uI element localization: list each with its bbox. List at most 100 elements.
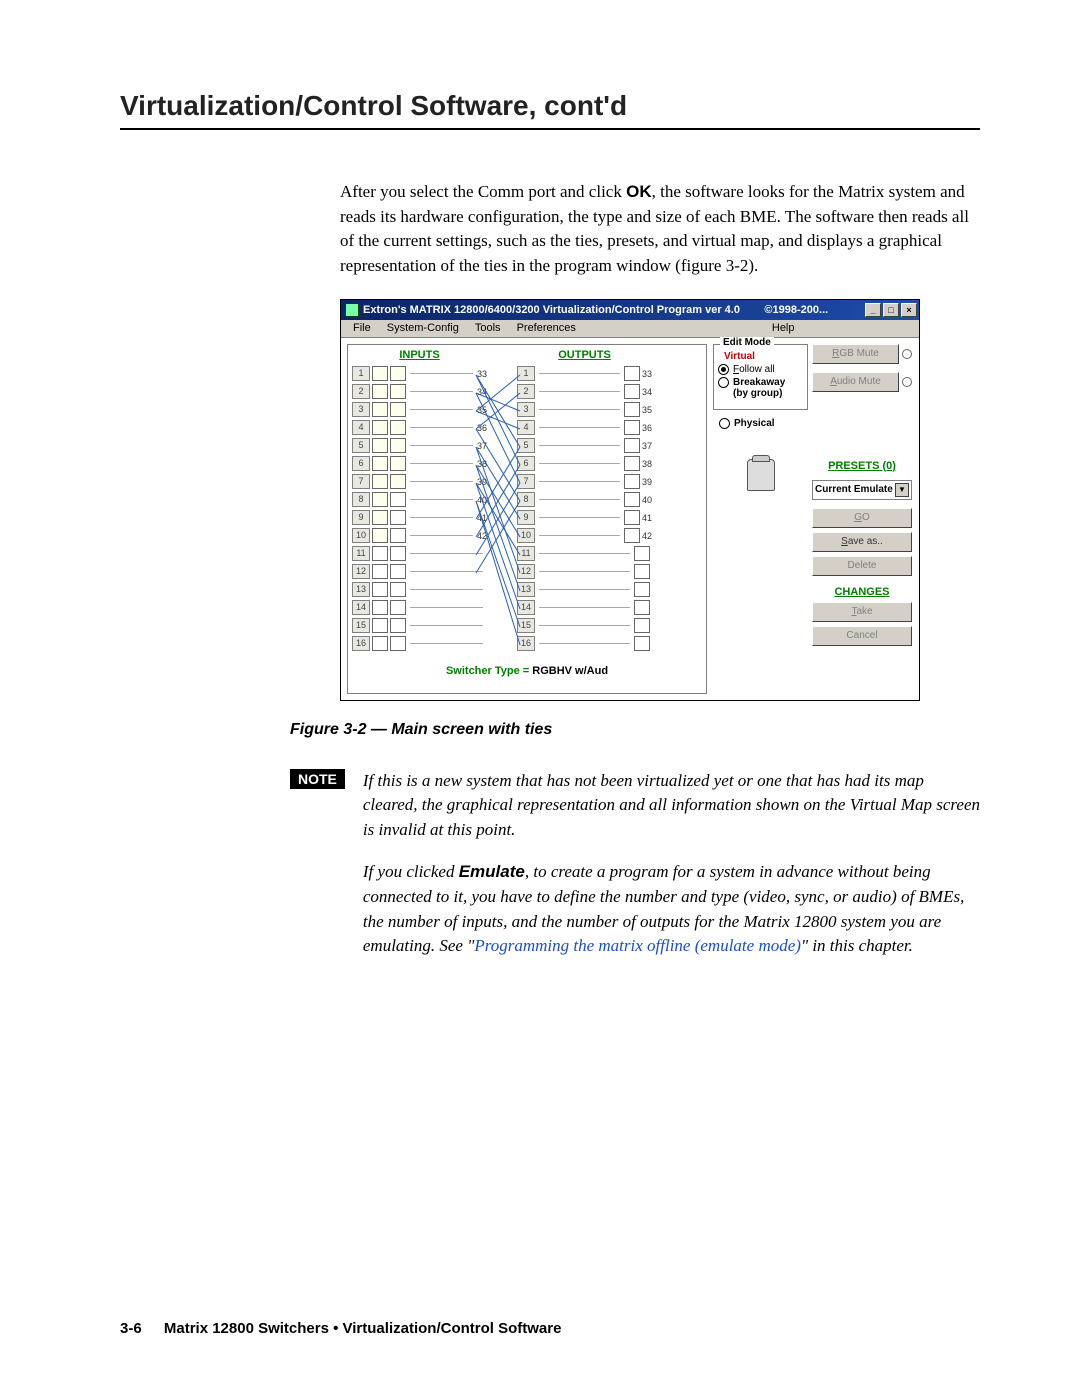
io-icon[interactable] [390,366,406,381]
trash-icon[interactable] [747,459,775,491]
io-icon[interactable] [372,636,388,651]
io-num[interactable]: 2 [517,384,535,399]
io-icon[interactable] [390,510,406,525]
io-icon[interactable] [390,582,406,597]
minimize-button[interactable]: _ [865,303,881,317]
io-icon[interactable] [390,402,406,417]
io-icon[interactable] [372,366,388,381]
io-num[interactable]: 13 [517,582,535,597]
io-icon[interactable] [372,384,388,399]
io-icon[interactable] [372,456,388,471]
io-num[interactable]: 8 [352,492,370,507]
io-icon[interactable] [624,492,640,507]
io-num[interactable]: 16 [517,636,535,651]
menu-tools[interactable]: Tools [467,322,509,334]
io-num[interactable]: 9 [352,510,370,525]
take-button[interactable]: Take [812,602,912,622]
io-num[interactable]: 12 [517,564,535,579]
io-icon[interactable] [634,636,650,651]
io-icon[interactable] [624,420,640,435]
io-icon[interactable] [372,564,388,579]
io-num[interactable]: 14 [352,600,370,615]
io-icon[interactable] [390,618,406,633]
io-num[interactable]: 14 [517,600,535,615]
rgb-mute-button[interactable]: RGB Mute [812,344,899,364]
io-num[interactable]: 8 [517,492,535,507]
io-icon[interactable] [634,600,650,615]
io-icon[interactable] [390,564,406,579]
menu-preferences[interactable]: Preferences [509,322,584,334]
io-icon[interactable] [372,474,388,489]
io-icon[interactable] [390,384,406,399]
io-num[interactable]: 6 [517,456,535,471]
io-icon[interactable] [390,546,406,561]
io-num[interactable]: 5 [352,438,370,453]
radio-follow-all[interactable]: Follow all [718,364,803,375]
io-num[interactable]: 15 [517,618,535,633]
cancel-button[interactable]: Cancel [812,626,912,646]
io-icon[interactable] [390,438,406,453]
io-num[interactable]: 11 [517,546,535,561]
io-icon[interactable] [624,438,640,453]
io-num[interactable]: 2 [352,384,370,399]
io-icon[interactable] [390,456,406,471]
io-icon[interactable] [624,510,640,525]
io-icon[interactable] [634,564,650,579]
io-num[interactable]: 10 [352,528,370,543]
io-num[interactable]: 7 [352,474,370,489]
io-icon[interactable] [390,492,406,507]
io-num[interactable]: 10 [517,528,535,543]
io-num[interactable]: 4 [517,420,535,435]
io-num[interactable]: 6 [352,456,370,471]
io-icon[interactable] [372,438,388,453]
io-num[interactable]: 9 [517,510,535,525]
io-icon[interactable] [372,510,388,525]
io-num[interactable]: 3 [517,402,535,417]
go-button[interactable]: GO [812,508,912,528]
radio-breakaway[interactable]: Breakaway (by group) [718,377,803,399]
io-num[interactable]: 13 [352,582,370,597]
io-icon[interactable] [624,474,640,489]
io-icon[interactable] [624,366,640,381]
io-icon[interactable] [372,600,388,615]
preset-combo[interactable]: Current Emulate ▼ [812,480,912,500]
io-icon[interactable] [372,618,388,633]
io-num[interactable]: 4 [352,420,370,435]
io-icon[interactable] [372,582,388,597]
io-icon[interactable] [634,546,650,561]
close-button[interactable]: × [901,303,917,317]
io-num[interactable]: 7 [517,474,535,489]
io-icon[interactable] [624,456,640,471]
audio-mute-button[interactable]: Audio Mute [812,372,899,392]
io-icon[interactable] [624,402,640,417]
io-num[interactable]: 11 [352,546,370,561]
io-icon[interactable] [634,582,650,597]
io-num[interactable]: 1 [352,366,370,381]
maximize-button[interactable]: □ [883,303,899,317]
io-num[interactable]: 3 [352,402,370,417]
menu-help[interactable]: Help [764,322,803,334]
io-num[interactable]: 1 [517,366,535,381]
io-icon[interactable] [390,474,406,489]
io-icon[interactable] [390,420,406,435]
io-icon[interactable] [390,600,406,615]
io-icon[interactable] [372,492,388,507]
io-icon[interactable] [390,528,406,543]
delete-button[interactable]: Delete [812,556,912,576]
save-as-button[interactable]: Save as.. [812,532,912,552]
io-icon[interactable] [624,384,640,399]
io-icon[interactable] [372,420,388,435]
io-icon[interactable] [372,546,388,561]
io-num[interactable]: 5 [517,438,535,453]
io-icon[interactable] [634,618,650,633]
io-num[interactable]: 15 [352,618,370,633]
menu-file[interactable]: File [345,322,379,334]
io-num[interactable]: 12 [352,564,370,579]
menu-system-config[interactable]: System-Config [379,322,467,334]
io-num[interactable]: 16 [352,636,370,651]
io-icon[interactable] [372,402,388,417]
io-icon[interactable] [372,528,388,543]
io-icon[interactable] [390,636,406,651]
radio-physical[interactable]: Physical [719,418,808,429]
io-icon[interactable] [624,528,640,543]
